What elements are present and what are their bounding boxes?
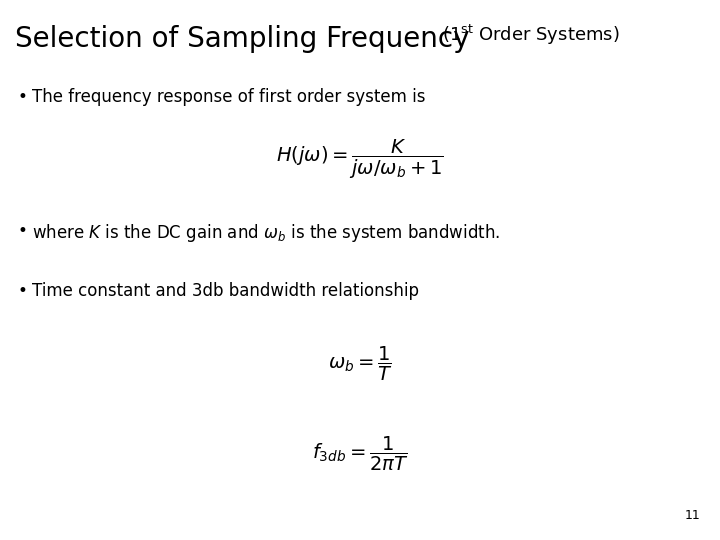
Text: where $K$ is the DC gain and $\omega_b$ is the system bandwidth.: where $K$ is the DC gain and $\omega_b$ … xyxy=(32,222,500,244)
Text: •: • xyxy=(18,222,28,240)
Text: $f_{3db} = \dfrac{1}{2\pi T}$: $f_{3db} = \dfrac{1}{2\pi T}$ xyxy=(312,435,408,473)
Text: The frequency response of first order system is: The frequency response of first order sy… xyxy=(32,88,426,106)
Text: Time constant and 3db bandwidth relationship: Time constant and 3db bandwidth relation… xyxy=(32,282,419,300)
Text: 11: 11 xyxy=(684,509,700,522)
Text: (1$^{\mathrm{st}}$ Order Systems): (1$^{\mathrm{st}}$ Order Systems) xyxy=(442,23,619,47)
Text: $\omega_b = \dfrac{1}{T}$: $\omega_b = \dfrac{1}{T}$ xyxy=(328,345,392,383)
Text: Selection of Sampling Frequency: Selection of Sampling Frequency xyxy=(15,25,478,53)
Text: •: • xyxy=(18,282,28,300)
Text: $H(j\omega) = \dfrac{K}{j\omega/\omega_b + 1}$: $H(j\omega) = \dfrac{K}{j\omega/\omega_b… xyxy=(276,138,444,181)
Text: •: • xyxy=(18,88,28,106)
